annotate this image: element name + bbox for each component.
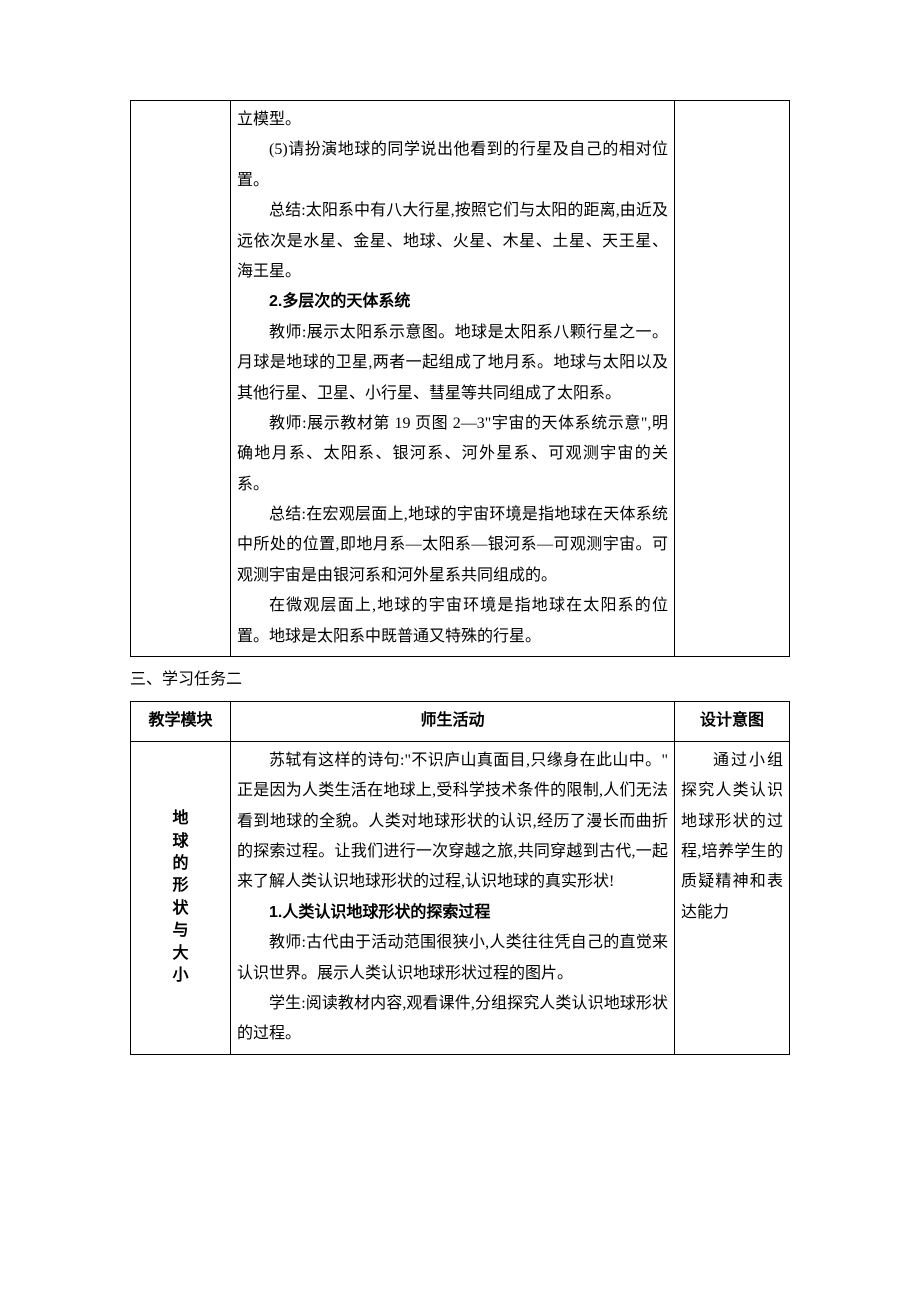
cell-module-label: 地球的形状与大小 [131, 741, 231, 1054]
header-activity: 师生活动 [231, 702, 675, 741]
vertical-char: 与 [137, 920, 224, 942]
vertical-char: 状 [137, 898, 224, 920]
cell-left-empty [131, 101, 231, 657]
vertical-char: 球 [137, 831, 224, 853]
table-row: 地球的形状与大小 苏轼有这样的诗句:"不识庐山真面目,只缘身在此山中。" 正是因… [131, 741, 790, 1054]
vertical-char: 大 [137, 943, 224, 965]
intent-text: 通过小组探究人类认识地球形状的过程,培养学生的质疑精神和表达能力 [681, 746, 783, 928]
paragraph: 苏轼有这样的诗句:"不识庐山真面目,只缘身在此山中。" 正是因为人类生活在地球上… [237, 746, 668, 898]
paragraph: 教师:展示太阳系示意图。地球是太阳系八颗行星之一。月球是地球的卫星,两者一起组成… [237, 318, 668, 409]
table-header-row: 教学模块 师生活动 设计意图 [131, 702, 790, 741]
table-task2: 教学模块 师生活动 设计意图 地球的形状与大小 苏轼有这样的诗句:"不识庐山真面… [130, 701, 790, 1054]
paragraph: 总结:太阳系中有八大行星,按照它们与太阳的距离,由近及远依次是水星、金星、地球、… [237, 196, 668, 287]
section-title-task2: 三、学习任务二 [130, 665, 790, 695]
cell-intent-content: 通过小组探究人类认识地球形状的过程,培养学生的质疑精神和表达能力 [675, 741, 790, 1054]
paragraph: 2.多层次的天体系统 [237, 287, 668, 317]
vertical-char: 地 [137, 808, 224, 830]
paragraph: 教师:古代由于活动范围很狭小,人类往往凭自己的直觉来认识世界。展示人类认识地球形… [237, 928, 668, 989]
paragraph: 教师:展示教材第 19 页图 2—3"宇宙的天体系统示意",明确地月系、太阳系、… [237, 409, 668, 500]
paragraph: 总结:在宏观层面上,地球的宇宙环境是指地球在天体系统中所处的位置,即地月系—太阳… [237, 500, 668, 591]
table-task1-continued: 立模型。(5)请扮演地球的同学说出他看到的行星及自己的相对位置。总结:太阳系中有… [130, 100, 790, 657]
paragraph: 在微观层面上,地球的宇宙环境是指地球在太阳系的位置。地球是太阳系中既普通又特殊的… [237, 591, 668, 652]
header-module: 教学模块 [131, 702, 231, 741]
vertical-char: 小 [137, 965, 224, 987]
vertical-char: 形 [137, 875, 224, 897]
page: 立模型。(5)请扮演地球的同学说出他看到的行星及自己的相对位置。总结:太阳系中有… [0, 0, 920, 1302]
paragraph: 1.人类认识地球形状的探索过程 [237, 898, 668, 928]
paragraph: (5)请扮演地球的同学说出他看到的行星及自己的相对位置。 [237, 135, 668, 196]
cell-right-empty [675, 101, 790, 657]
header-intent: 设计意图 [675, 702, 790, 741]
paragraph: 立模型。 [237, 105, 668, 135]
paragraph: 学生:阅读教材内容,观看课件,分组探究人类认识地球形状的过程。 [237, 989, 668, 1050]
vertical-char: 的 [137, 853, 224, 875]
cell-main-content: 立模型。(5)请扮演地球的同学说出他看到的行星及自己的相对位置。总结:太阳系中有… [231, 101, 675, 657]
table-row: 立模型。(5)请扮演地球的同学说出他看到的行星及自己的相对位置。总结:太阳系中有… [131, 101, 790, 657]
cell-activity-content: 苏轼有这样的诗句:"不识庐山真面目,只缘身在此山中。" 正是因为人类生活在地球上… [231, 741, 675, 1054]
